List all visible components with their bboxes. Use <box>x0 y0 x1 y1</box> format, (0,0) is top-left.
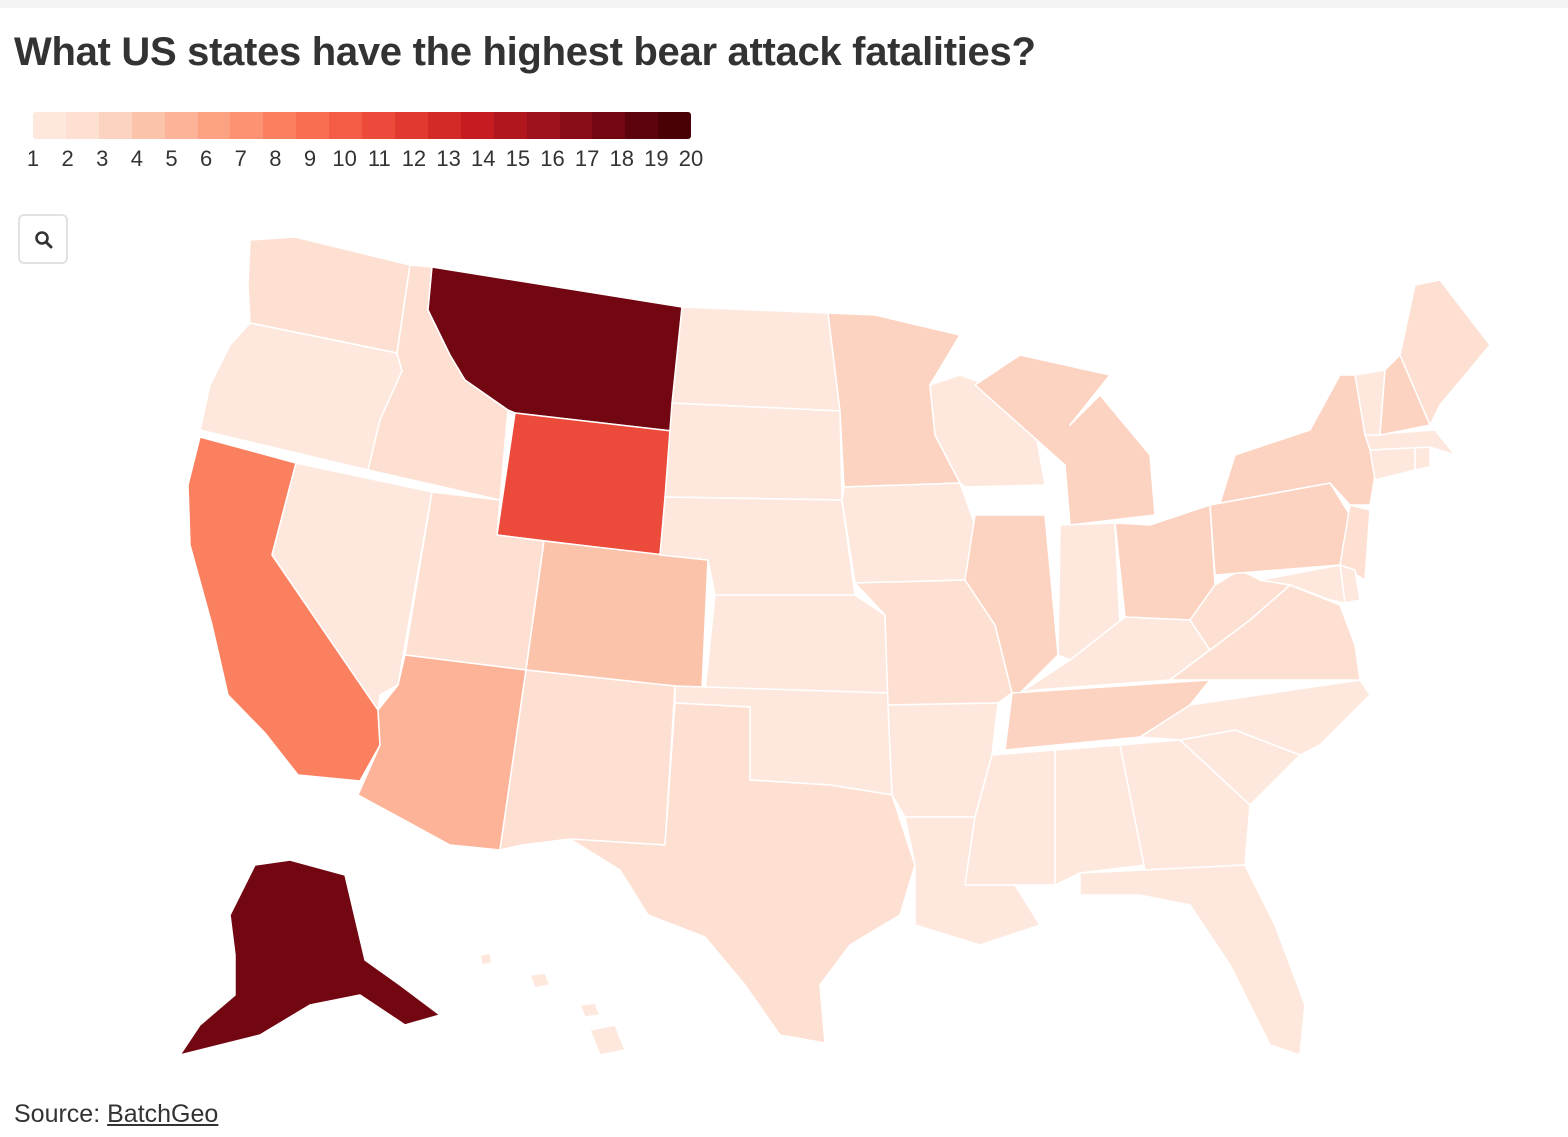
state-north-dakota[interactable] <box>671 306 841 412</box>
state-georgia[interactable] <box>1119 739 1251 871</box>
legend-swatch <box>263 112 297 139</box>
legend-swatch <box>592 112 626 139</box>
legend-swatch <box>493 112 527 139</box>
state-florida[interactable] <box>1079 864 1306 1056</box>
legend-swatch <box>362 112 395 139</box>
state-kansas[interactable] <box>704 594 889 694</box>
legend-swatch <box>658 112 691 139</box>
legend-label: 1 <box>26 146 40 171</box>
legend-label: 10 <box>332 146 357 171</box>
legend-label: 18 <box>609 146 634 171</box>
legend-swatch <box>460 112 494 139</box>
top-bar <box>0 0 1568 8</box>
legend-color-scale <box>33 112 691 139</box>
legend-label: 17 <box>574 146 600 171</box>
state-new-york[interactable] <box>1219 374 1376 506</box>
legend-swatch <box>65 112 99 139</box>
state-alaska[interactable] <box>179 859 441 1056</box>
state-hawaii[interactable] <box>479 952 626 1056</box>
us-states-map[interactable] <box>60 225 1520 1065</box>
state-wyoming[interactable] <box>496 412 673 556</box>
legend-swatch <box>164 112 198 139</box>
state-alabama[interactable] <box>1054 744 1146 886</box>
legend-label: 12 <box>401 146 427 171</box>
legend-label: 14 <box>470 146 496 171</box>
legend-swatch <box>625 112 659 139</box>
legend-label: 16 <box>540 146 565 171</box>
legend-label: 19 <box>644 146 669 171</box>
magnifier-icon <box>35 231 53 249</box>
legend-label: 8 <box>269 146 282 171</box>
legend-swatch <box>230 112 264 139</box>
legend-label: 5 <box>165 146 178 171</box>
legend-swatch <box>296 112 330 139</box>
search-button[interactable] <box>18 214 68 264</box>
source-note: Source: BatchGeo <box>14 1100 218 1129</box>
legend-label: 2 <box>61 146 74 171</box>
state-maine[interactable] <box>1399 279 1491 426</box>
page-title: What US states have the highest bear att… <box>14 30 1036 74</box>
state-michigan[interactable] <box>974 354 1156 526</box>
map-svg[interactable] <box>60 225 1520 1065</box>
legend-label: 6 <box>200 146 213 171</box>
legend-label: 11 <box>367 146 391 171</box>
state-south-dakota[interactable] <box>664 402 843 501</box>
source-link[interactable]: BatchGeo <box>107 1100 219 1128</box>
state-maryland[interactable] <box>1259 564 1346 604</box>
state-texas[interactable] <box>569 702 916 1044</box>
legend-label: 9 <box>303 146 317 171</box>
legend-swatch <box>526 112 560 139</box>
legend-label: 13 <box>436 146 461 171</box>
source-prefix: Source: <box>14 1100 101 1128</box>
legend-swatch <box>559 112 593 139</box>
state-rhode-island[interactable] <box>1414 446 1431 471</box>
state-new-jersey[interactable] <box>1339 504 1371 581</box>
color-legend: 1 2 3 4 5 6 7 8 9 10 11 12 13 14 15 16 17 18 19 20 <box>27 112 703 182</box>
state-connecticut[interactable] <box>1369 446 1416 481</box>
state-north-carolina[interactable] <box>1139 679 1371 756</box>
legend-label: 4 <box>130 146 144 171</box>
legend-swatch <box>197 112 231 139</box>
legend-labels: 1 2 3 4 5 6 7 8 9 10 11 12 13 14 15 16 17 18 19 20 <box>27 146 703 176</box>
legend-label: 3 <box>96 146 109 171</box>
legend-label: 15 <box>505 146 531 171</box>
legend-swatch <box>394 112 428 139</box>
legend-label: 7 <box>234 146 247 171</box>
state-massachusetts[interactable] <box>1364 429 1456 456</box>
state-colorado[interactable] <box>525 540 709 690</box>
legend-swatch <box>98 112 132 139</box>
legend-swatch <box>427 112 461 139</box>
legend-swatch <box>329 112 363 139</box>
legend-label: 20 <box>678 146 704 171</box>
state-new-mexico[interactable] <box>499 669 676 851</box>
state-iowa[interactable] <box>841 482 976 584</box>
legend-swatch <box>131 112 165 139</box>
legend-swatch <box>33 112 66 139</box>
state-ohio[interactable] <box>1114 504 1216 621</box>
